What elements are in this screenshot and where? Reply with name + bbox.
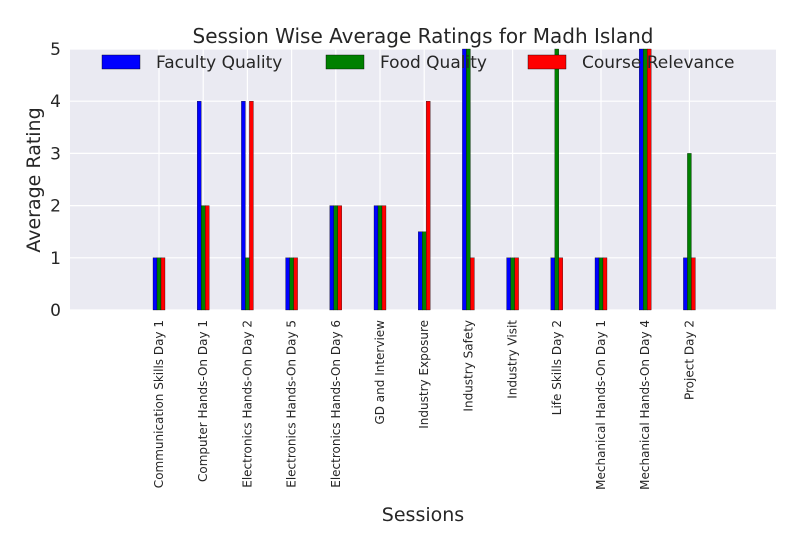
bar-food-quality <box>422 231 427 311</box>
bar-course-relevance <box>691 257 696 311</box>
bar-food-quality <box>289 257 294 311</box>
y-tick-label: 5 <box>50 40 61 60</box>
x-tick-label: Electronics Hands-On Day 6 <box>329 320 343 488</box>
bar-course-relevance <box>558 257 563 311</box>
x-tick-label: Industry Safety <box>461 320 475 412</box>
bar-faculty-quality <box>197 101 202 311</box>
legend: Faculty Quality Food Quality Course Releva… <box>101 53 735 73</box>
bar-food-quality <box>466 48 471 311</box>
legend-label: Faculty Quality <box>156 53 282 73</box>
y-tick-label: 1 <box>50 249 61 269</box>
y-tick-labels: 0 1 2 3 4 5 <box>50 40 61 321</box>
x-tick-label: Mechanical Hands-On Day 4 <box>638 320 652 490</box>
x-tick-label: Industry Visit <box>506 320 520 399</box>
y-tick-label: 3 <box>50 144 61 164</box>
x-tick-label: Project Day 2 <box>682 320 696 400</box>
bar-course-relevance <box>602 257 608 311</box>
bar-course-relevance <box>426 101 431 311</box>
bar-faculty-quality <box>373 205 379 311</box>
bar-faculty-quality <box>285 257 290 311</box>
bar-course-relevance <box>381 205 387 311</box>
bar-food-quality <box>201 205 206 311</box>
bar-food-quality <box>643 48 648 311</box>
bar-course-relevance <box>249 101 254 311</box>
x-tick-label: Life Skills Day 2 <box>550 320 564 415</box>
x-axis-label: Sessions <box>382 504 464 526</box>
bar-food-quality <box>377 205 383 311</box>
legend-swatch <box>325 54 365 70</box>
y-tick-label: 0 <box>50 301 61 321</box>
chart-title: Session Wise Average Ratings for Madh Is… <box>193 24 654 48</box>
bar-food-quality <box>598 257 604 311</box>
bar-faculty-quality <box>550 257 555 311</box>
y-tick-label: 2 <box>50 197 61 217</box>
bar-faculty-quality <box>418 231 423 311</box>
x-tick-label: Communication Skills Day 1 <box>152 320 166 488</box>
x-tick-label: Mechanical Hands-On Day 1 <box>594 320 608 490</box>
bar-course-relevance <box>205 205 210 311</box>
bar-course-relevance <box>514 257 519 311</box>
bar-course-relevance <box>337 205 342 311</box>
bar-faculty-quality <box>639 48 644 311</box>
x-tick-label: Computer Hands-On Day 1 <box>196 320 210 482</box>
x-tick-label: Industry Exposure <box>417 320 431 429</box>
bar-faculty-quality <box>594 257 600 311</box>
bar-faculty-quality <box>683 257 688 311</box>
bar-food-quality <box>245 257 250 311</box>
bar-food-quality <box>687 153 692 311</box>
bar-course-relevance <box>160 257 166 311</box>
x-tick-label: Electronics Hands-On Day 2 <box>240 320 254 488</box>
x-tick-labels: Communication Skills Day 1 Computer Hands… <box>152 320 696 490</box>
x-tick-label: Electronics Hands-On Day 5 <box>285 320 299 488</box>
bars <box>152 48 696 311</box>
bar-faculty-quality <box>506 257 511 311</box>
legend-label: Course Relevance <box>582 53 735 73</box>
bar-food-quality <box>156 257 162 311</box>
bar-food-quality <box>554 48 559 311</box>
legend-swatch <box>101 54 141 70</box>
bar-food-quality <box>510 257 515 311</box>
bar-food-quality <box>333 205 338 311</box>
legend-swatch <box>527 54 567 70</box>
bar-course-relevance <box>647 48 652 311</box>
bar-faculty-quality <box>329 205 334 311</box>
bar-course-relevance <box>470 257 475 311</box>
bar-faculty-quality <box>152 257 158 311</box>
bar-faculty-quality <box>241 101 246 311</box>
bar-faculty-quality <box>462 48 467 311</box>
legend-label: Food Quality <box>380 53 487 73</box>
y-tick-label: 4 <box>50 92 61 112</box>
y-axis-label: Average Rating <box>23 107 45 252</box>
x-tick-label: GD and Interview <box>373 320 387 425</box>
bar-course-relevance <box>293 257 298 311</box>
